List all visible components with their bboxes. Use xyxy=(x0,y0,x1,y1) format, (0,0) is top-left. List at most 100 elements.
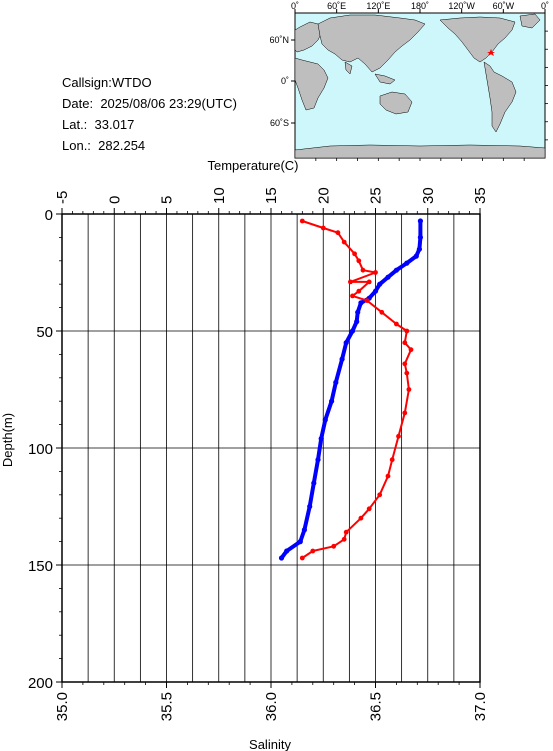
lon-line: Lon.: 282.254 xyxy=(62,138,146,153)
salinity-point xyxy=(360,267,366,273)
top-tick-label: 25 xyxy=(368,187,385,204)
salinity-point xyxy=(377,492,383,498)
temperature-point xyxy=(354,319,360,325)
top-tick-label: 20 xyxy=(315,187,332,204)
top-tick-label: 0 xyxy=(106,196,123,204)
depth-tick-label: 0 xyxy=(45,207,53,224)
salinity-point xyxy=(343,529,349,535)
salinity-point xyxy=(396,433,401,439)
depth-tick-label: 50 xyxy=(36,324,53,341)
depth-tick-label: 200 xyxy=(28,675,53,692)
map-lat-label: 60˚N xyxy=(269,35,289,45)
top-tick-label: 5 xyxy=(159,196,176,204)
salinity-point xyxy=(299,218,305,224)
salinity-point xyxy=(394,321,399,327)
series-layer xyxy=(278,218,423,561)
salinity-point xyxy=(364,298,370,303)
top-tick-label: -5 xyxy=(54,191,71,204)
temperature-point xyxy=(372,288,379,294)
temperature-point xyxy=(311,480,317,486)
map-ticks xyxy=(291,9,548,161)
temperature-line xyxy=(279,221,423,560)
temperature-point xyxy=(301,527,307,533)
salinity-point xyxy=(358,515,364,521)
lat-line: Lat.: 33.017 xyxy=(62,117,135,132)
temperature-point xyxy=(343,340,349,346)
temperature-point xyxy=(417,218,423,224)
temperature-point xyxy=(416,246,422,252)
temperature-point xyxy=(333,379,339,386)
map-lon-label: 120˚E xyxy=(366,1,390,11)
world-map: 0˚ 60˚E 120˚E 180˚ 120˚W 60˚W 0˚ 60˚N 0˚ 60˚S xyxy=(269,1,549,161)
salinity-point xyxy=(356,258,362,264)
salinity-point xyxy=(402,361,408,367)
salinity-point xyxy=(356,288,362,294)
temperature-point xyxy=(349,328,356,334)
depth-tick-label: 100 xyxy=(28,441,53,458)
salinity-point xyxy=(366,506,372,512)
salinity-point xyxy=(385,473,391,479)
temperature-series xyxy=(278,218,423,561)
salinity-point xyxy=(341,536,347,542)
temperature-point xyxy=(307,503,313,510)
salinity-point xyxy=(341,239,347,245)
temperature-point xyxy=(393,267,399,273)
salinity-point xyxy=(352,251,357,257)
temperature-point xyxy=(318,436,324,442)
temperature-point xyxy=(358,300,364,306)
chart-grid xyxy=(62,214,480,682)
temperature-point xyxy=(413,253,419,259)
temperature-point xyxy=(385,274,391,280)
station-marker xyxy=(487,49,495,56)
salinity-point xyxy=(310,548,316,554)
top-tick-label: 15 xyxy=(263,187,280,204)
temperature-point xyxy=(377,281,383,287)
salinity-point xyxy=(299,555,305,561)
salinity-point xyxy=(404,370,410,376)
bottom-tick-label: 35.0 xyxy=(54,692,71,721)
map-land xyxy=(294,13,546,159)
temperature-point xyxy=(284,548,290,554)
temperature-point xyxy=(329,398,335,404)
bottom-tick-label: 36.5 xyxy=(368,692,385,721)
salinity-point xyxy=(408,347,414,353)
salinity-point xyxy=(402,340,408,346)
salinity-point xyxy=(320,225,326,231)
salinity-point xyxy=(402,410,408,416)
date-line: Date: 2025/08/06 23:29(UTC) xyxy=(62,96,237,111)
bottom-tick-label: 35.5 xyxy=(159,692,176,721)
map-labels: 0˚ 60˚E 120˚E 180˚ 120˚W 60˚W 0˚ 60˚N 0˚ 60˚S xyxy=(269,1,549,128)
temperature-point xyxy=(404,260,410,266)
map-lon-label: 0˚ xyxy=(291,1,299,11)
map-lon-label: 60˚W xyxy=(493,1,515,11)
salinity-point xyxy=(366,279,372,285)
bottom-tick-label: 37.0 xyxy=(472,692,489,721)
salinity-point xyxy=(389,457,395,463)
temperature-point xyxy=(278,555,285,561)
map-lon-label: 180˚ xyxy=(411,1,429,11)
salinity-point xyxy=(373,270,378,275)
temperature-point xyxy=(315,457,321,463)
map-lat-label: 60˚S xyxy=(270,118,289,128)
salinity-series xyxy=(299,218,414,561)
map-lat-label: 0˚ xyxy=(281,76,289,86)
salinity-point xyxy=(335,230,341,236)
salinity-point xyxy=(348,279,353,285)
map-lon-label: 0˚ xyxy=(541,1,549,11)
top-tick-label: 35 xyxy=(472,187,489,204)
salinity-point xyxy=(406,387,412,392)
top-axis-title: Temperature(C) xyxy=(207,158,298,173)
bottom-axis-title: Salinity xyxy=(249,737,291,751)
bottom-tick-label: 36.0 xyxy=(263,692,280,721)
salinity-point xyxy=(331,543,337,549)
temperature-point xyxy=(339,356,345,362)
temperature-point xyxy=(355,309,361,315)
salinity-point xyxy=(404,328,410,334)
map-lon-label: 60˚E xyxy=(327,1,346,11)
top-tick-label: 10 xyxy=(211,187,228,204)
temperature-point xyxy=(322,417,328,423)
temperature-point xyxy=(417,234,423,240)
top-tick-label: 30 xyxy=(420,187,437,204)
callsign-line: Callsign:WTDO xyxy=(62,75,152,90)
